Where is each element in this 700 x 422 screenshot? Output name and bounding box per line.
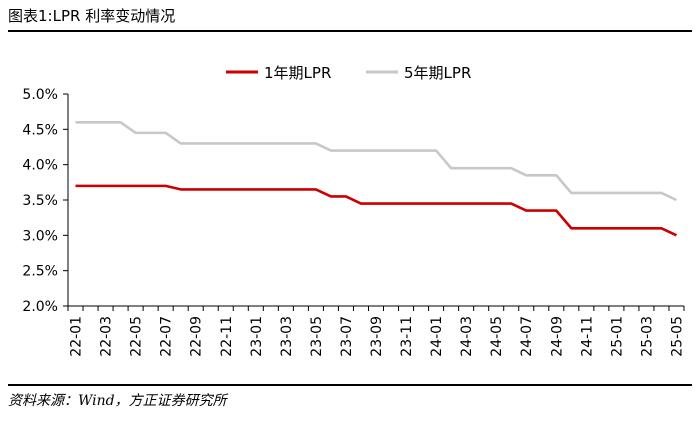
source-note: 资料来源：Wind，方正证券研究所	[8, 393, 227, 409]
y-tick-label: 2.5%	[22, 264, 58, 280]
legend-label-5年期LPR: 5年期LPR	[404, 64, 471, 82]
x-tick-label: 24-03	[459, 316, 475, 357]
x-tick-label: 23-07	[339, 316, 355, 357]
x-tick-label: 24-01	[429, 316, 445, 357]
x-tick-label: 24-05	[489, 316, 505, 357]
x-tick-label: 22-03	[99, 316, 115, 357]
x-tick-label: 22-01	[69, 316, 85, 357]
chart-legend: 1年期LPR 5年期LPR	[226, 64, 471, 82]
legend-label-1年期LPR: 1年期LPR	[264, 64, 331, 82]
x-tick-label: 25-01	[609, 316, 625, 357]
x-tick-label: 24-11	[579, 316, 595, 357]
y-tick-label: 4.0%	[22, 158, 58, 174]
x-tick-label: 24-09	[549, 316, 565, 357]
x-tick-label: 23-05	[309, 316, 325, 357]
x-tick-label: 25-05	[669, 316, 685, 357]
series-line-1年期LPR	[75, 184, 678, 237]
x-axis: 22-01 22-03 22-05 22-07 22-09 22-11 23-01 23-03…	[67, 305, 685, 357]
source-divider	[8, 384, 692, 386]
y-tick-label: 4.5%	[22, 122, 58, 138]
title-divider	[8, 30, 692, 32]
x-tick-label: 22-05	[129, 316, 145, 357]
y-tick-label: 5.0%	[22, 87, 58, 103]
y-axis: 2.0% 2.5% 3.0% 3.5% 4.0% 4.5% 5.0%	[22, 87, 69, 315]
x-tick-label: 23-03	[279, 316, 295, 357]
x-tick-label: 25-03	[639, 316, 655, 357]
x-tick-label: 23-01	[249, 316, 265, 357]
y-tick-label: 3.5%	[22, 193, 58, 209]
figure-title: 图表1:LPR 利率变动情况	[8, 7, 176, 25]
y-tick-label: 2.0%	[22, 299, 58, 315]
series-group	[75, 120, 678, 237]
x-tick-label: 23-11	[399, 316, 415, 357]
x-tick-label: 24-07	[519, 316, 535, 357]
lpr-line-chart: 1年期LPR 5年期LPR 2.0% 2.5% 3.0% 3.5% 4.0% 4.5% 5.0…	[22, 64, 685, 357]
x-tick-label: 22-11	[219, 316, 235, 357]
x-tick-label: 23-09	[369, 316, 385, 357]
x-tick-label: 22-09	[189, 316, 205, 357]
y-tick-label: 3.0%	[22, 228, 58, 244]
series-line-5年期LPR	[75, 120, 678, 202]
x-tick-label: 22-07	[159, 316, 175, 357]
